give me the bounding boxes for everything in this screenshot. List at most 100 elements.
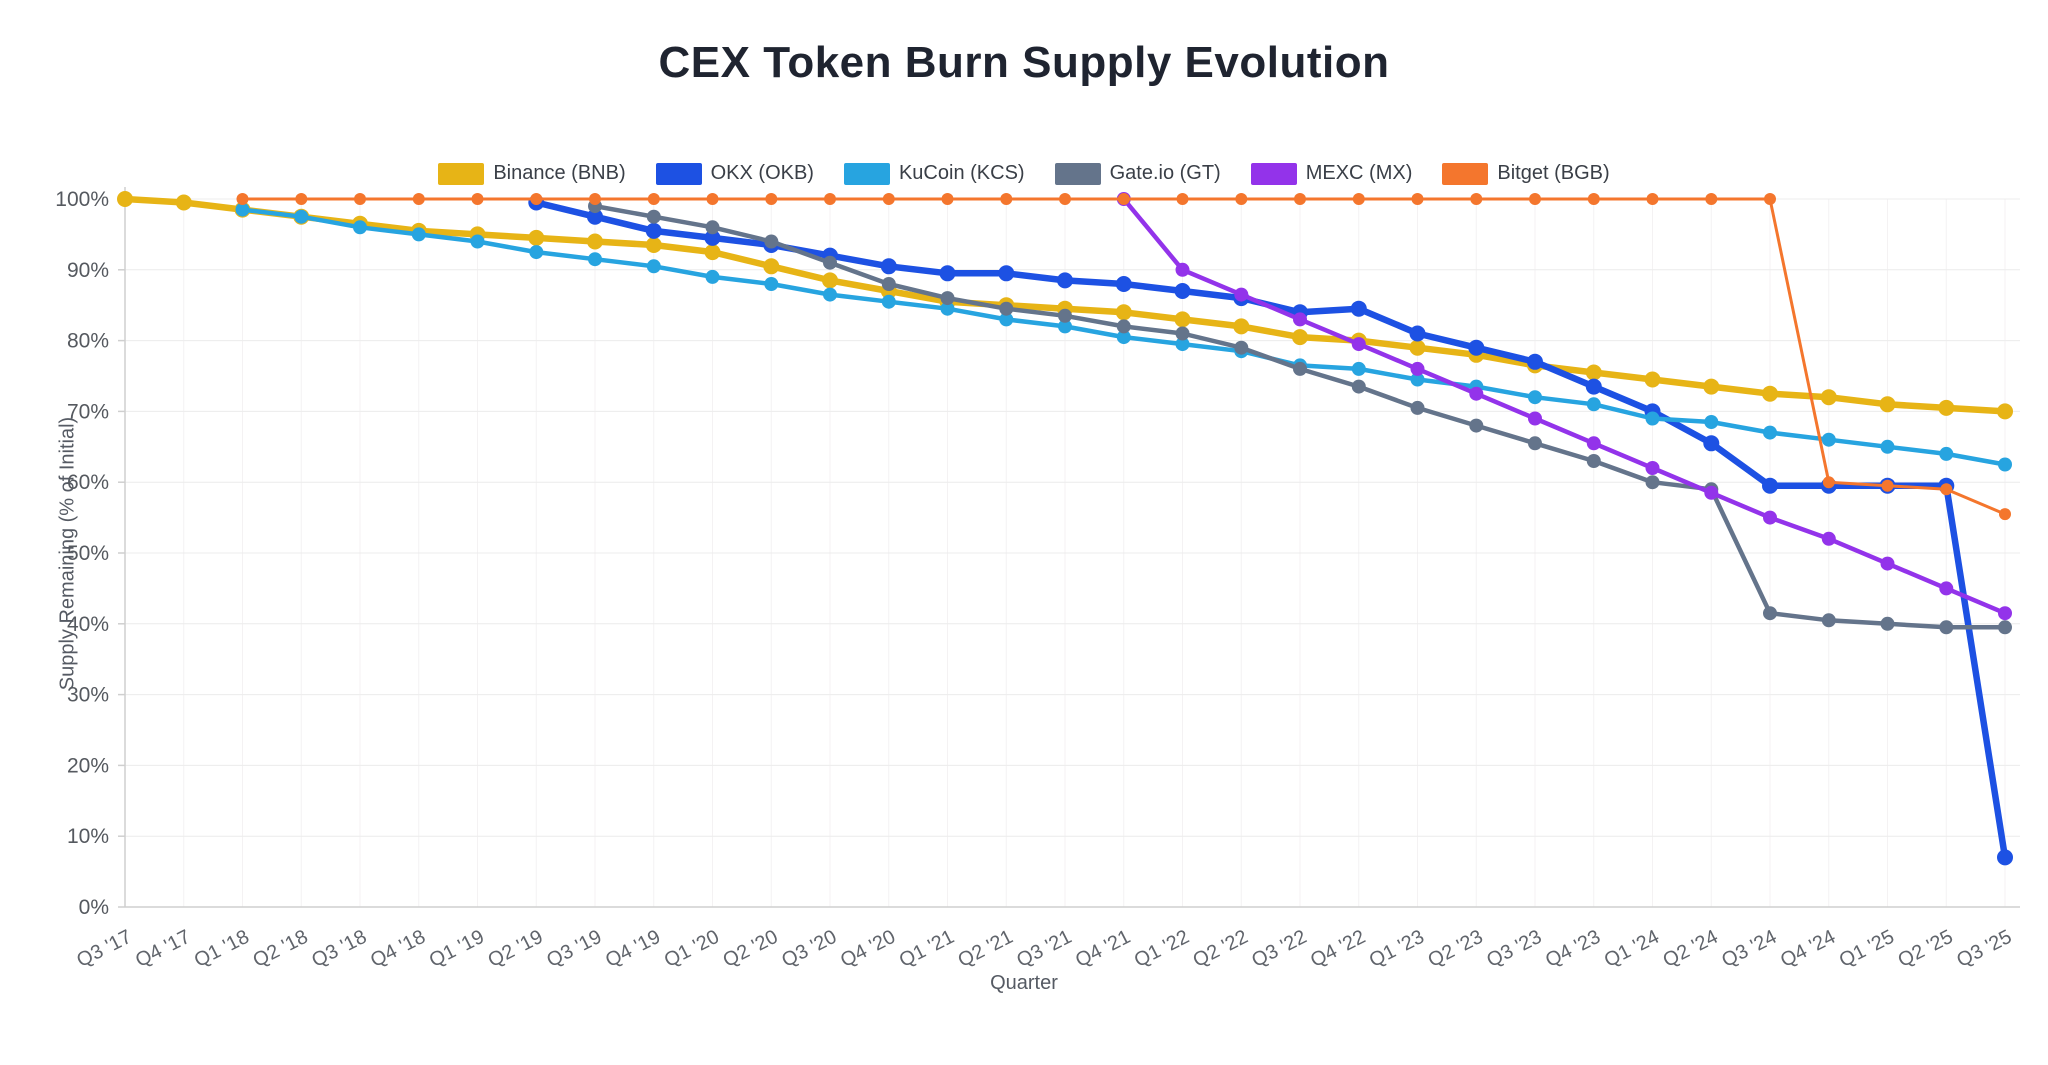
data-point-kucoin-kcs[interactable] <box>353 220 367 235</box>
data-point-okx-okb[interactable] <box>1350 300 1367 317</box>
data-point-binance-bnb[interactable] <box>645 237 662 253</box>
data-point-mexc-mx[interactable] <box>1939 581 1954 596</box>
data-point-binance-bnb[interactable] <box>704 244 721 261</box>
data-point-kucoin-kcs[interactable] <box>764 277 779 291</box>
data-point-bitget-bgb[interactable] <box>1117 193 1130 205</box>
data-point-binance-bnb[interactable] <box>1115 304 1132 321</box>
data-point-binance-bnb[interactable] <box>763 258 780 275</box>
data-point-kucoin-kcs[interactable] <box>999 312 1014 327</box>
data-point-gate-io-gt[interactable] <box>1058 308 1072 323</box>
data-point-gate-io-gt[interactable] <box>940 291 955 306</box>
data-point-mexc-mx[interactable] <box>1586 436 1601 451</box>
data-point-kucoin-kcs[interactable] <box>470 234 485 249</box>
data-point-gate-io-gt[interactable] <box>1175 326 1190 341</box>
data-point-mexc-mx[interactable] <box>1410 361 1425 376</box>
data-point-okx-okb[interactable] <box>1115 276 1132 292</box>
data-point-bitget-bgb[interactable] <box>1940 483 1953 496</box>
data-point-mexc-mx[interactable] <box>1351 337 1366 352</box>
data-point-kucoin-kcs[interactable] <box>1528 390 1542 405</box>
data-point-mexc-mx[interactable] <box>1528 411 1542 426</box>
data-point-bitget-bgb[interactable] <box>1411 193 1424 205</box>
data-point-binance-bnb[interactable] <box>175 194 192 211</box>
data-point-gate-io-gt[interactable] <box>646 209 661 224</box>
data-point-kucoin-kcs[interactable] <box>1821 432 1836 447</box>
data-point-gate-io-gt[interactable] <box>764 234 779 249</box>
data-point-kucoin-kcs[interactable] <box>1116 330 1131 345</box>
data-point-kucoin-kcs[interactable] <box>646 259 661 274</box>
data-point-okx-okb[interactable] <box>1703 435 1720 452</box>
data-point-bitget-bgb[interactable] <box>530 193 543 205</box>
data-point-kucoin-kcs[interactable] <box>1058 319 1072 334</box>
data-point-bitget-bgb[interactable] <box>1176 193 1189 205</box>
data-point-bitget-bgb[interactable] <box>1470 193 1483 205</box>
data-point-mexc-mx[interactable] <box>1293 312 1307 327</box>
data-point-okx-okb[interactable] <box>1468 339 1485 356</box>
data-point-bitget-bgb[interactable] <box>412 193 425 205</box>
data-point-kucoin-kcs[interactable] <box>1880 439 1895 454</box>
data-point-kucoin-kcs[interactable] <box>294 209 309 224</box>
data-point-okx-okb[interactable] <box>1585 378 1602 395</box>
data-point-binance-bnb[interactable] <box>1820 389 1837 406</box>
data-point-kucoin-kcs[interactable] <box>823 287 837 302</box>
data-point-binance-bnb[interactable] <box>1409 339 1426 356</box>
data-point-gate-io-gt[interactable] <box>1293 361 1307 376</box>
data-point-binance-bnb[interactable] <box>1997 403 2013 420</box>
data-point-binance-bnb[interactable] <box>587 233 603 250</box>
data-point-gate-io-gt[interactable] <box>1410 400 1425 415</box>
data-point-okx-okb[interactable] <box>880 258 897 275</box>
data-point-mexc-mx[interactable] <box>1645 461 1660 475</box>
data-point-binance-bnb[interactable] <box>1585 364 1602 381</box>
data-point-kucoin-kcs[interactable] <box>1763 425 1777 440</box>
data-point-bitget-bgb[interactable] <box>1822 476 1835 489</box>
data-point-mexc-mx[interactable] <box>1821 531 1836 546</box>
data-point-kucoin-kcs[interactable] <box>588 252 602 267</box>
data-point-kucoin-kcs[interactable] <box>1939 446 1954 461</box>
data-point-okx-okb[interactable] <box>1409 325 1426 342</box>
data-point-bitget-bgb[interactable] <box>471 193 484 205</box>
data-point-gate-io-gt[interactable] <box>1351 379 1366 394</box>
data-point-mexc-mx[interactable] <box>1704 485 1719 500</box>
data-point-binance-bnb[interactable] <box>1174 311 1191 328</box>
data-point-okx-okb[interactable] <box>1527 353 1543 370</box>
data-point-gate-io-gt[interactable] <box>1586 454 1601 468</box>
legend-item-gate-io-gt[interactable]: Gate.io (GT) <box>1054 162 1221 185</box>
data-point-bitget-bgb[interactable] <box>941 193 954 205</box>
legend-item-binance-bnb[interactable]: Binance (BNB) <box>438 162 626 185</box>
data-point-bitget-bgb[interactable] <box>1587 193 1600 205</box>
data-point-bitget-bgb[interactable] <box>1705 193 1718 205</box>
data-point-mexc-mx[interactable] <box>1469 386 1484 401</box>
data-point-okx-okb[interactable] <box>939 265 956 282</box>
data-point-okx-okb[interactable] <box>998 265 1015 282</box>
data-point-gate-io-gt[interactable] <box>999 301 1014 316</box>
data-point-kucoin-kcs[interactable] <box>1410 372 1425 387</box>
data-point-okx-okb[interactable] <box>1997 849 2013 866</box>
data-point-bitget-bgb[interactable] <box>1294 193 1306 205</box>
data-point-okx-okb[interactable] <box>587 208 603 225</box>
data-point-okx-okb[interactable] <box>1057 272 1073 289</box>
data-point-gate-io-gt[interactable] <box>1821 613 1836 628</box>
legend-item-mexc-mx[interactable]: MEXC (MX) <box>1250 162 1412 185</box>
data-point-bitget-bgb[interactable] <box>1235 193 1248 205</box>
data-point-bitget-bgb[interactable] <box>765 193 778 205</box>
data-point-kucoin-kcs[interactable] <box>1645 411 1660 426</box>
data-point-mexc-mx[interactable] <box>1998 606 2012 621</box>
data-point-binance-bnb[interactable] <box>822 272 838 289</box>
data-point-mexc-mx[interactable] <box>1763 510 1777 525</box>
data-point-binance-bnb[interactable] <box>1703 378 1720 395</box>
data-point-binance-bnb[interactable] <box>1292 329 1308 346</box>
data-point-gate-io-gt[interactable] <box>1234 340 1249 355</box>
data-point-kucoin-kcs[interactable] <box>411 227 426 242</box>
legend-item-okx-okb[interactable]: OKX (OKB) <box>655 162 814 185</box>
data-point-kucoin-kcs[interactable] <box>940 301 955 316</box>
data-point-bitget-bgb[interactable] <box>1764 193 1776 205</box>
data-point-gate-io-gt[interactable] <box>1645 475 1660 490</box>
data-point-binance-bnb[interactable] <box>1644 371 1661 388</box>
data-point-kucoin-kcs[interactable] <box>1704 415 1719 429</box>
data-point-gate-io-gt[interactable] <box>1763 606 1777 621</box>
data-point-kucoin-kcs[interactable] <box>1351 361 1366 376</box>
data-point-bitget-bgb[interactable] <box>589 193 601 205</box>
data-point-gate-io-gt[interactable] <box>823 255 837 270</box>
data-point-bitget-bgb[interactable] <box>295 193 308 205</box>
data-point-bitget-bgb[interactable] <box>1646 193 1659 205</box>
data-point-kucoin-kcs[interactable] <box>235 202 250 217</box>
